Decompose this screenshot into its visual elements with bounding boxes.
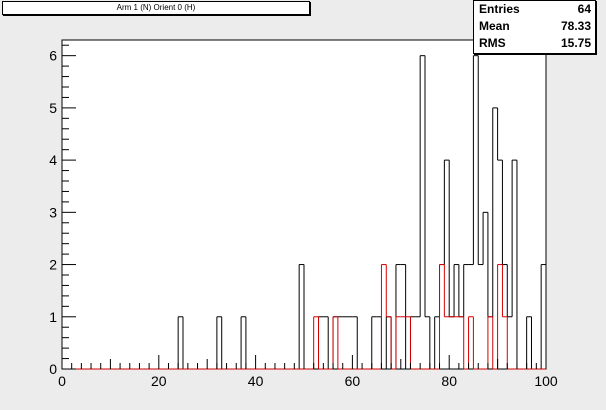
x-tick-label: 100	[534, 373, 558, 389]
histogram-title: Arm 1 (N) Orient 0 (H)	[2, 1, 310, 15]
stats-value: 78.33	[560, 19, 591, 33]
y-tick-label: 4	[49, 152, 57, 168]
x-tick-label: 0	[58, 373, 66, 389]
x-tick-label: 40	[248, 373, 264, 389]
y-tick-label: 6	[49, 48, 57, 64]
y-tick-label: 5	[49, 100, 57, 116]
stats-box: Entries 64 Mean 78.33 RMS 15.75	[473, 0, 596, 54]
stats-row-mean: Mean 78.33	[479, 18, 591, 35]
x-tick-label: 20	[151, 373, 167, 389]
stats-value: 64	[577, 2, 591, 16]
axes-layer: 0 20 40 60 80 100 0 1 2 3 4 5 6	[49, 44, 558, 389]
stats-key: Mean	[479, 19, 510, 33]
stats-value: 15.75	[560, 36, 591, 50]
y-tick-label: 3	[49, 204, 57, 220]
y-tick-label: 0	[49, 361, 57, 377]
y-tick-label: 2	[49, 257, 57, 273]
y-tick-label: 1	[49, 309, 57, 325]
stats-key: Entries	[479, 2, 520, 16]
stats-row-entries: Entries 64	[479, 1, 591, 18]
series-layer	[62, 55, 547, 370]
stats-key: RMS	[479, 36, 506, 50]
stats-row-rms: RMS 15.75	[479, 35, 591, 52]
x-tick-label: 60	[345, 373, 361, 389]
x-tick-label: 80	[441, 373, 457, 389]
